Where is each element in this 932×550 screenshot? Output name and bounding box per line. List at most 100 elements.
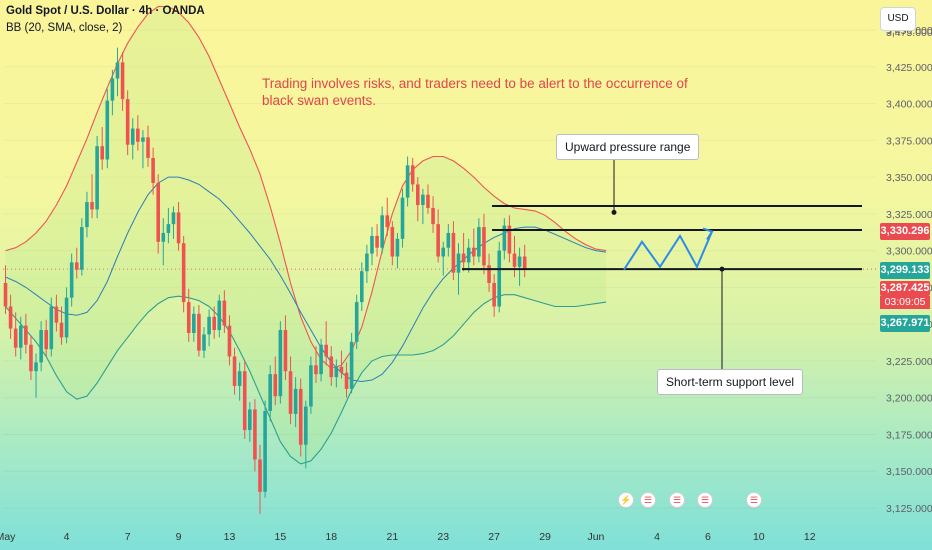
candle-body [192,313,196,333]
indicator-legend[interactable]: BB (20, SMA, close, 2) [6,22,123,34]
candle-body [512,253,517,267]
y-tick-label: 3,150.000 [886,466,932,478]
candle-body [39,330,43,363]
us-flag-event-icon[interactable]: ☰ [746,492,762,508]
bar-countdown: 03:09:05 [880,296,930,309]
candle-body [471,247,476,257]
candle-body [502,225,507,251]
candle-body [415,184,420,206]
candle-body [273,374,278,397]
projection-line [623,231,713,271]
callout-leader-lines [611,158,725,369]
support-level-callout[interactable]: Short-term support level [657,369,804,395]
candle-body [314,365,318,375]
candle-body [151,157,155,183]
x-tick-label: 27 [488,531,500,543]
candlesticks [3,47,527,514]
symbol-title[interactable]: Gold Spot / U.S. Dollar · 4h · OANDA [6,5,205,17]
x-tick-label: 9 [176,531,182,543]
candle-body [136,128,140,142]
candle-body [304,406,308,445]
candle-body [146,137,150,158]
candle-body [176,212,181,244]
candle-body [487,265,491,283]
candle-body [197,313,201,351]
candle-body [212,316,216,331]
candle-body [253,409,257,460]
candle-body [125,99,130,145]
candle-body [441,247,446,257]
candle-body [492,282,496,307]
candle-body [522,256,527,270]
x-tick-label: 15 [275,531,287,543]
y-tick-label: 3,300.000 [886,246,932,258]
candle-body [85,202,89,228]
us-flag-event-icon[interactable]: ☰ [669,492,685,508]
candle-body [18,325,23,348]
candle-body [74,262,79,270]
candle-body [497,250,502,307]
candle-body [156,182,160,242]
candle-body [161,232,166,242]
y-tick-label: 3,125.000 [886,503,932,515]
candle-body [29,344,33,372]
candle-body [507,225,512,254]
candle-body [517,256,522,267]
candle-body [130,128,135,145]
candle-body [360,271,364,303]
x-tick-label: May [0,531,16,543]
us-flag-event-icon[interactable]: ☰ [640,492,656,508]
time-axis: May 4 7 9 13 15 18 21 23 27 29 Jun 4 6 10 12 [0,531,816,543]
risk-annotation: Trading involves risks, and traders need… [262,76,688,108]
candle-body [410,165,415,185]
candle-body [90,202,94,210]
upper-callout-anchor [611,209,617,215]
lightning-event-icon[interactable]: ⚡ [618,492,634,508]
candle-body [141,137,145,142]
candle-body [477,227,481,257]
candle-body [385,215,390,228]
candle-body [324,344,328,357]
y-tick-label: 3,325.000 [886,209,932,221]
candle-body [395,238,400,257]
candle-body [309,365,313,407]
candle-body [171,212,176,225]
support-callout-anchor [719,266,725,272]
candle-body [421,194,425,206]
candle-body [268,374,272,411]
y-tick-label: 3,200.000 [886,393,932,405]
x-tick-label: 18 [325,531,337,543]
projection-path [623,227,714,271]
candle-body [298,388,303,445]
candle-body [54,306,59,323]
candle-body [64,297,69,338]
currency-button[interactable]: USD [880,7,916,31]
x-tick-label: 23 [437,531,449,543]
candle-body [217,300,222,331]
candle-body [232,356,237,386]
x-tick-label: 13 [224,531,236,543]
candle-body [339,366,344,373]
candle-body [349,341,354,389]
candle-body [370,235,374,254]
candle-body [426,194,430,208]
y-tick-label: 3,425.000 [886,62,932,74]
candle-body [431,207,435,225]
candle-body [263,410,267,492]
candle-body [283,330,288,372]
candle-body [354,302,359,342]
candle-body [466,247,471,263]
candle-body [24,325,28,345]
candle-body [181,243,186,303]
resistance-price-tag: 3,330.296 [880,223,930,240]
x-tick-label: 4 [654,531,660,543]
us-flag-event-icon[interactable]: ☰ [697,492,713,508]
candle-body [227,325,232,357]
lower-band-price-tag: 3,267.971 [880,315,930,332]
candle-body [120,62,125,100]
candle-body [461,253,466,263]
candle-body [400,197,405,239]
upward-pressure-callout[interactable]: Upward pressure range [556,134,700,160]
candle-body [380,215,384,248]
